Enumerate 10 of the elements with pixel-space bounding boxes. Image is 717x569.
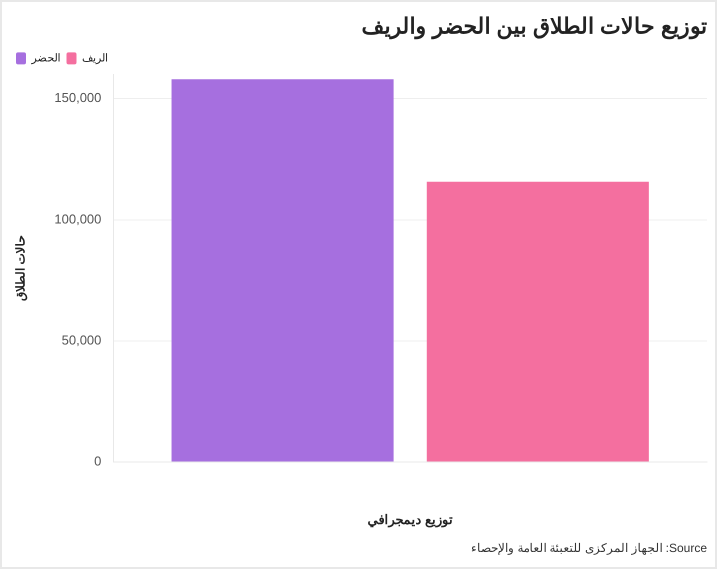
y-tick-label: 100,000 — [54, 211, 102, 226]
source-note: Source: الجهاز المركزى للتعبئة العامة والإحصاء — [470, 541, 707, 555]
legend-label: الريف — [82, 52, 108, 64]
y-tick-label: 0 — [94, 454, 102, 469]
chart-title: توزيع حالات الطلاق بين الحضر والريف — [361, 13, 707, 40]
x-axis-title: توزيع ديمجرافي — [367, 512, 454, 528]
y-tick-label: 50,000 — [62, 332, 102, 348]
legend-label: الحضر — [30, 52, 60, 64]
y-tick-label: 150,000 — [54, 90, 102, 106]
y-axis-title: حالات الطلاق — [14, 236, 28, 301]
